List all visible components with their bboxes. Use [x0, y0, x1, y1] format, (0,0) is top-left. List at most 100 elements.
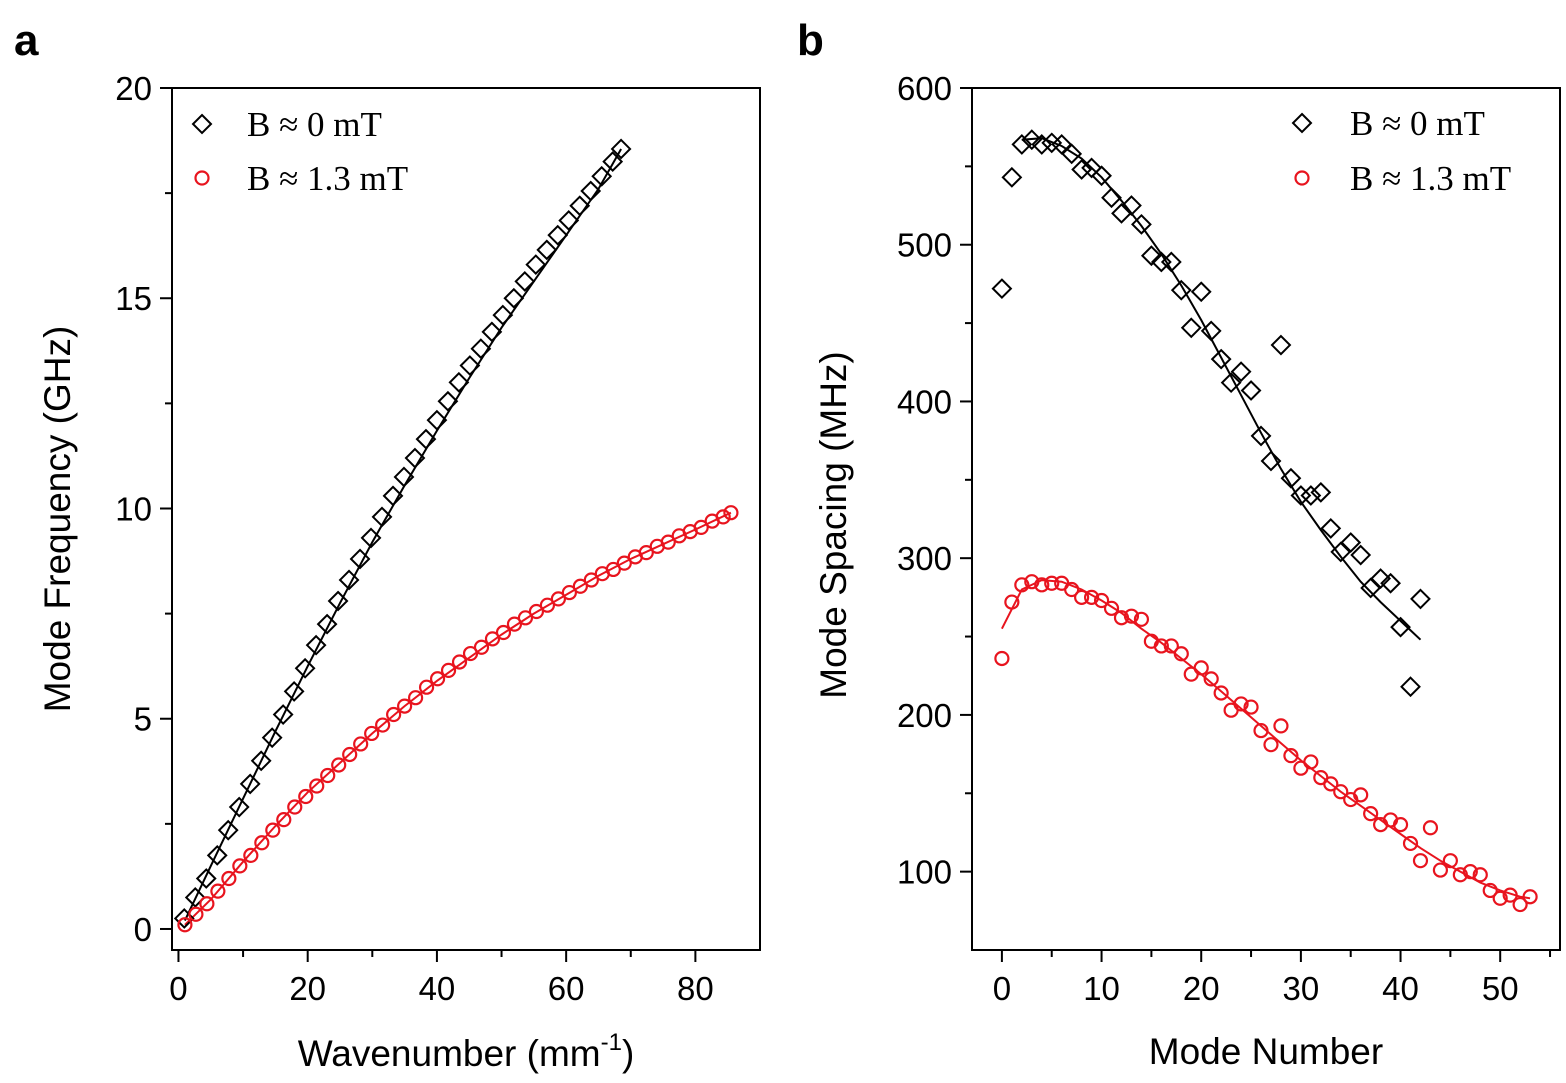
panel-a-series-0-point: [547, 224, 569, 246]
panel-a-legend-label-1: B ≈ 1.3 mT: [247, 159, 408, 198]
panel-b-series-1-point: [1133, 611, 1150, 627]
panel-b-legend-marker-1: [1294, 170, 1310, 186]
panel-a-fit-line-0: [183, 148, 622, 922]
panel-a-series-1-point: [364, 725, 380, 742]
panel-b-series-0-point: [1081, 157, 1103, 179]
panel-a-series-0-point: [492, 304, 514, 326]
panel-a-series-1-point: [616, 555, 632, 571]
panel-a-series-0-point: [536, 239, 558, 261]
panel-b-series-1-point: [1213, 685, 1229, 701]
panel-a-series-1-point: [506, 616, 523, 632]
panel-b-series-1-point: [1103, 600, 1120, 616]
panel-a-series-0-point: [261, 727, 283, 749]
panel-b-series-0-point: [1021, 129, 1043, 151]
panel-a-ytick-label: 5: [134, 701, 152, 738]
panel-a-ytick-label: 20: [115, 70, 152, 107]
panel-a-series-0-point: [437, 390, 459, 412]
panel-a-ytick-label: 0: [134, 911, 152, 948]
panel-b-series-1-point: [1522, 889, 1538, 905]
panel-a-series-1-point: [221, 870, 237, 887]
panel-a-series-1-point: [397, 698, 413, 714]
panel-a-ylabel: Mode Frequency (GHz): [37, 326, 78, 713]
panel-b-series-0-point: [1190, 281, 1212, 303]
panel-b-legend-circle-icon: [1294, 170, 1310, 186]
panel-a-legend-circle-icon: [194, 170, 210, 186]
panel-b-series-1-point: [1482, 882, 1498, 899]
panel-b-series-0-point: [1230, 361, 1252, 383]
panel-a-series-0-point: [371, 506, 393, 528]
panel-a-series-0-point: [195, 868, 217, 889]
panel-b-series-1-point: [1064, 581, 1080, 598]
panel-a-series-0-point: [470, 338, 492, 360]
panel-b-xtick-label: 50: [1482, 970, 1519, 1007]
panel-a-fit-lines: [183, 148, 732, 926]
panel-a-series-0-point: [448, 371, 470, 393]
panel-b-series-1-point: [1034, 577, 1050, 593]
panel-a-series-1-point: [550, 591, 567, 607]
panel-a-series-1-point: [638, 545, 654, 561]
panel-b-series-1-point: [1004, 594, 1020, 610]
panel-a-series-0-point: [382, 485, 404, 507]
panel-b-legend-diamond-icon: [1291, 112, 1313, 134]
panel-b-series-1-point: [1283, 748, 1299, 764]
panel-a-series-0-point: [426, 409, 448, 431]
panel-b-ytick-label: 200: [897, 697, 952, 734]
panel-a-series-1-point: [265, 822, 281, 838]
panel-a-legend: B ≈ 0 mT B ≈ 1.3 mT: [191, 105, 408, 198]
panel-b-series-0-point: [1071, 159, 1093, 180]
panel-b-series-0-point: [1131, 213, 1152, 235]
panel-b-fit-lines: [1001, 137, 1531, 900]
panel-b-legend-label-1: B ≈ 1.3 mT: [1350, 159, 1511, 198]
panel-b-series-0-point: [1210, 348, 1232, 370]
panel-a-series-0-point: [514, 271, 536, 292]
panel-a-series-1-point: [451, 654, 468, 670]
panel-b-series-0-point: [1410, 588, 1431, 610]
panel-a-series-1-point: [495, 624, 512, 641]
panel-b-series-0-point: [1310, 481, 1332, 503]
panel-b-series-1-point: [1113, 610, 1130, 626]
panel-a-series-0-point: [459, 355, 481, 376]
panel-a-series-0-point: [393, 466, 415, 488]
panel-b-series-0-point: [1101, 187, 1122, 209]
panel-b-series-0-point: [1061, 143, 1083, 165]
panel-a-series-1-point: [243, 847, 259, 863]
panel-a-xlabel-close: ): [622, 1033, 634, 1074]
panel-a-legend-marker-1: [194, 170, 210, 186]
panel-a-series-1-point: [440, 662, 457, 678]
panel-b-series-1-point: [1083, 589, 1100, 605]
panel-b-fit-line-0: [1021, 137, 1422, 641]
panel-b-series-0-point: [1270, 334, 1292, 356]
panel-a-series-1-point: [462, 645, 479, 662]
panel-b-series-1-point: [1492, 890, 1508, 906]
panel-b-series-1-point: [994, 650, 1010, 667]
panel-a-series-1-point: [254, 835, 270, 851]
panel-a-series-1-point: [210, 883, 226, 899]
panel-a-series-1-point: [199, 896, 215, 912]
panel-a-xlabel-sup: -1: [601, 1029, 622, 1056]
panel-a-series-1-point: [331, 757, 347, 773]
panel-a-series-1-point: [539, 597, 556, 613]
panel-a-series-1-point: [418, 679, 435, 695]
panel-b-series-0-point: [1320, 517, 1342, 539]
panel-b-series-0-point: [1180, 317, 1202, 339]
panel-a-legend-marker-0: [191, 113, 213, 135]
panel-b-series-1-point: [1014, 577, 1030, 593]
panel-b-series-0-point: [1300, 485, 1322, 506]
panel-a-series-1-point: [723, 505, 739, 521]
panel-b-legend-marker-0: [1291, 112, 1313, 134]
panel-b-ticks: 0 10 20 30 40 50 100 200 300 400 500 600: [897, 70, 1552, 1007]
panel-b-series-0-point: [1200, 320, 1222, 342]
panel-b-series-1-point: [1502, 887, 1518, 903]
panel-b-xtick-label: 0: [993, 970, 1011, 1007]
panel-b-xlabel: Mode Number: [1149, 1031, 1383, 1072]
panel-a-series-0-point: [602, 151, 624, 172]
panel-a-series-0-point: [525, 254, 547, 276]
panel-a-series-0-point: [404, 447, 426, 469]
panel-a-series-0-point: [239, 773, 261, 795]
panel-a-series-1-point: [276, 812, 292, 828]
panel-b-series-0-point: [1390, 616, 1411, 638]
panel-a-series-1-point: [660, 534, 676, 550]
panel-a-series-0-point: [503, 287, 525, 309]
panel-a-series-0-point: [283, 680, 305, 702]
